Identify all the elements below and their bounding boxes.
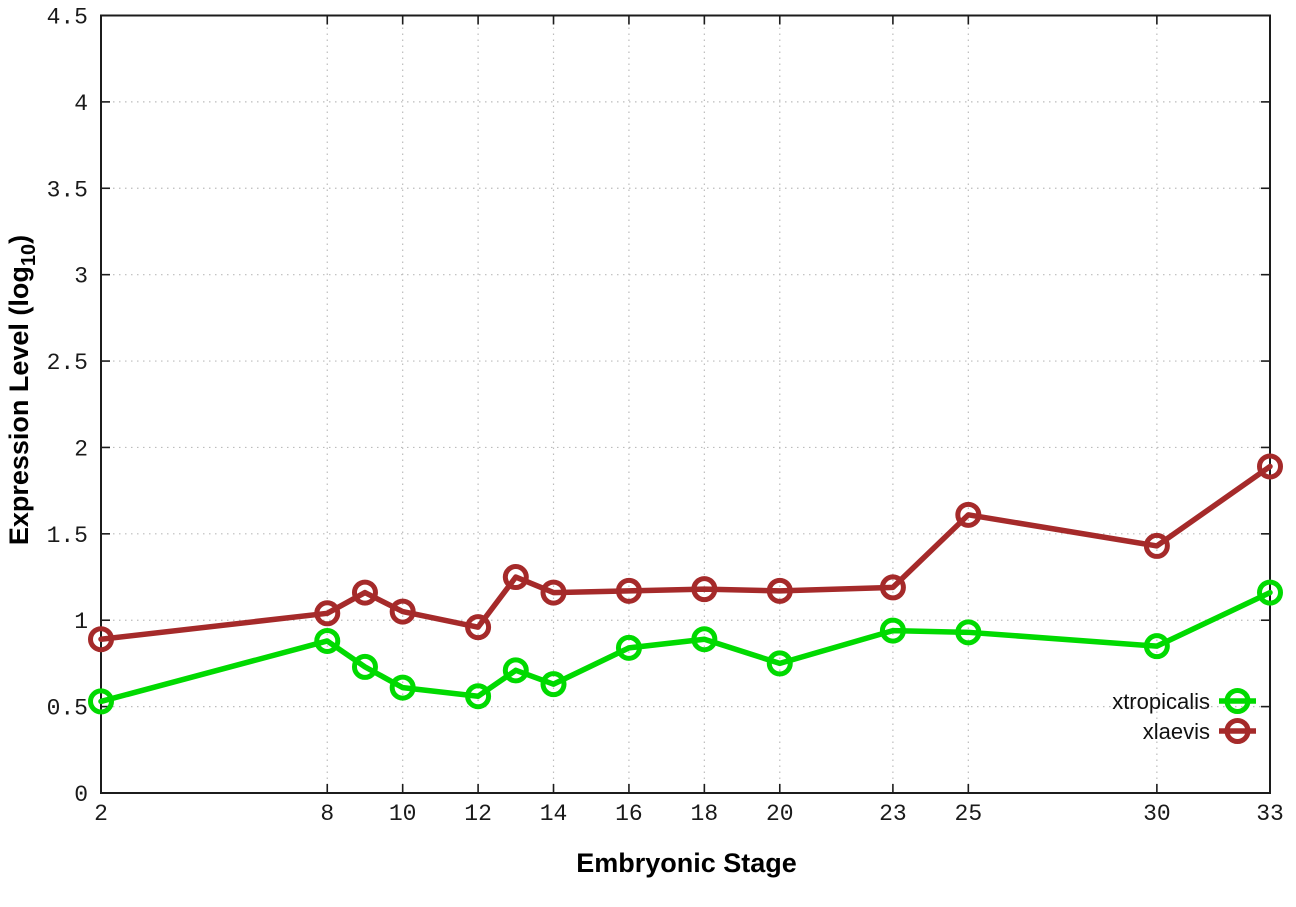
- y-tick-label: 4: [74, 91, 88, 117]
- series-marker-xtropicalis: [351, 653, 378, 680]
- series-line-xtropicalis: [98, 589, 1273, 705]
- series-marker-xlaevis: [879, 574, 906, 601]
- x-tick-label: 8: [320, 801, 334, 827]
- series-marker-xtropicalis: [88, 688, 114, 715]
- series-marker-xtropicalis: [615, 634, 642, 661]
- series-marker-xlaevis: [766, 577, 793, 604]
- series-marker-xtropicalis: [502, 657, 529, 684]
- y-tick-label: 1: [74, 609, 88, 635]
- y-tick-label: 2: [74, 436, 88, 462]
- series-marker-xlaevis: [691, 576, 718, 603]
- series-marker-xlaevis: [615, 577, 642, 604]
- series-marker-xlaevis: [1257, 453, 1283, 480]
- series-marker-xlaevis: [351, 579, 378, 606]
- x-tick-label: 33: [1256, 801, 1284, 827]
- series-marker-xtropicalis: [1143, 633, 1170, 660]
- x-tick-label: 20: [766, 801, 794, 827]
- y-tick-label: 2.5: [47, 350, 88, 376]
- x-tick-label: 25: [955, 801, 983, 827]
- x-tick-label: 23: [879, 801, 907, 827]
- series-marker-xtropicalis: [879, 617, 906, 644]
- y-axis-title: Expression Level (log10): [4, 235, 40, 545]
- x-tick-label: 18: [691, 801, 719, 827]
- series-marker-xlaevis: [314, 600, 341, 627]
- y-tick-label: 4.5: [47, 5, 88, 31]
- series-marker-xlaevis: [389, 598, 416, 625]
- legend-label-xlaevis: xlaevis: [1143, 719, 1210, 744]
- legend-sample-marker-xlaevis: [1224, 718, 1251, 744]
- series-marker-xlaevis: [540, 579, 567, 606]
- series-marker-xtropicalis: [955, 619, 982, 646]
- y-tick-label: 3.5: [47, 177, 88, 203]
- series-marker-xtropicalis: [1257, 579, 1283, 606]
- series-marker-xlaevis: [502, 564, 529, 591]
- series-marker-xlaevis: [465, 614, 492, 641]
- y-tick-label: 3: [74, 264, 88, 290]
- legend-label-xtropicalis: xtropicalis: [1112, 689, 1210, 714]
- series-marker-xtropicalis: [314, 627, 341, 654]
- series-marker-xlaevis: [1143, 532, 1170, 559]
- y-tick-label: 1.5: [47, 523, 88, 549]
- x-tick-label: 16: [615, 801, 643, 827]
- x-tick-label: 12: [464, 801, 492, 827]
- y-tick-label: 0.5: [47, 696, 88, 722]
- series-marker-xtropicalis: [540, 671, 567, 698]
- series-marker-xtropicalis: [766, 650, 793, 677]
- series-marker-xlaevis: [955, 501, 982, 528]
- plot-border: [100, 14, 1271, 794]
- x-tick-label: 30: [1143, 801, 1171, 827]
- series-marker-xtropicalis: [389, 674, 416, 701]
- x-axis-title: Embryonic Stage: [576, 848, 797, 878]
- series-marker-xtropicalis: [465, 683, 492, 710]
- series-marker-xtropicalis: [691, 626, 718, 653]
- series-line-xlaevis: [98, 463, 1273, 642]
- series-marker-xlaevis: [88, 626, 114, 653]
- x-tick-label: 14: [540, 801, 568, 827]
- x-tick-label: 10: [389, 801, 417, 827]
- y-tick-label: 0: [74, 782, 88, 808]
- x-tick-label: 2: [94, 801, 108, 827]
- legend-sample-marker-xtropicalis: [1224, 688, 1251, 714]
